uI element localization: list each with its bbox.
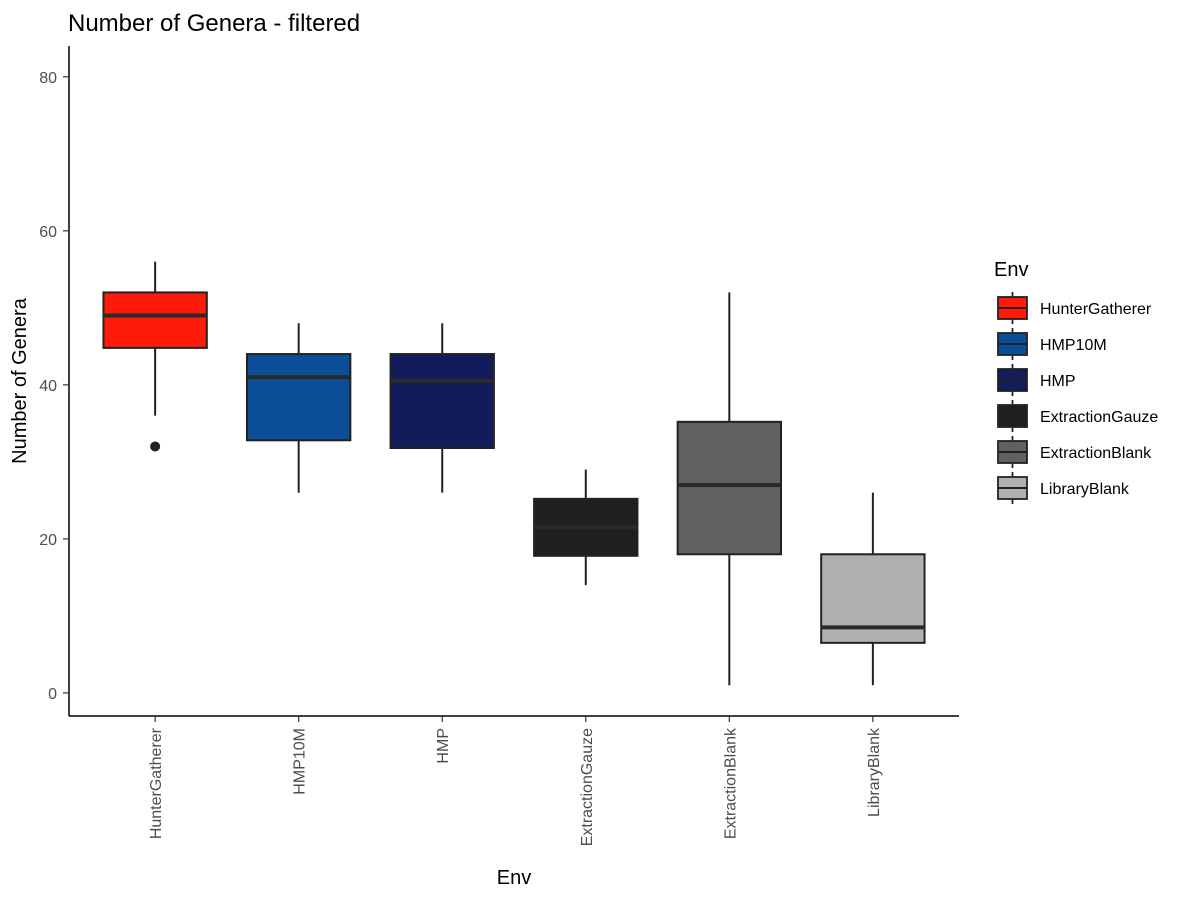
x-tick-label: HMP10M bbox=[292, 728, 309, 795]
legend-item-hmp10m: HMP10M bbox=[997, 328, 1107, 360]
legend-item-extractionblank: ExtractionBlank bbox=[997, 436, 1152, 468]
box-rect bbox=[246, 353, 352, 442]
y-axis-ticks: 0 20 40 60 80 bbox=[39, 70, 69, 703]
y-tick-label: 40 bbox=[39, 378, 57, 395]
x-tick-label: ExtractionBlank bbox=[722, 727, 739, 839]
legend-item-extractiongauze: ExtractionGauze bbox=[997, 400, 1158, 432]
legend: Env HunterGatherer HMP10M HMP ExtractionGau… bbox=[994, 259, 1158, 504]
y-axis-title: Number of Genera bbox=[9, 297, 31, 464]
plot-area: 0 20 40 60 80 HunterGatherer HMP10M HMP Extract… bbox=[39, 46, 959, 846]
y-tick-label: 20 bbox=[39, 532, 57, 549]
box-hmp bbox=[389, 323, 495, 493]
legend-item-libraryblank: LibraryBlank bbox=[997, 472, 1130, 504]
legend-label: HunterGatherer bbox=[1040, 301, 1152, 318]
legend-title: Env bbox=[994, 259, 1028, 281]
legend-label: ExtractionBlank bbox=[1040, 445, 1152, 462]
legend-label: HMP10M bbox=[1040, 337, 1107, 354]
legend-label: LibraryBlank bbox=[1040, 481, 1130, 498]
x-tick-label: HMP bbox=[435, 728, 452, 764]
box-rect bbox=[820, 553, 926, 644]
legend-label: ExtractionGauze bbox=[1040, 409, 1158, 426]
chart-title: Number of Genera - filtered bbox=[68, 10, 360, 37]
legend-label: HMP bbox=[1040, 373, 1076, 390]
box-rect bbox=[676, 420, 782, 556]
x-axis-ticks: HunterGatherer HMP10M HMP ExtractionGauze Ex… bbox=[148, 716, 883, 846]
y-tick-label: 80 bbox=[39, 70, 57, 87]
box-rect bbox=[102, 291, 208, 349]
box-libraryblank bbox=[820, 492, 926, 686]
box-huntergatherer bbox=[102, 261, 208, 452]
y-tick-label: 0 bbox=[48, 686, 57, 703]
outlier-point bbox=[150, 441, 161, 452]
legend-items: HunterGatherer HMP10M HMP ExtractionGauze Ex… bbox=[997, 292, 1158, 504]
x-tick-label: HunterGatherer bbox=[148, 727, 165, 839]
box-rect bbox=[389, 353, 495, 450]
legend-item-huntergatherer: HunterGatherer bbox=[997, 292, 1152, 324]
box-extractionblank bbox=[676, 292, 782, 686]
x-tick-label: LibraryBlank bbox=[866, 727, 883, 817]
y-tick-label: 60 bbox=[39, 224, 57, 241]
boxes bbox=[102, 261, 926, 686]
x-tick-label: ExtractionGauze bbox=[579, 728, 596, 846]
legend-item-hmp: HMP bbox=[997, 364, 1076, 396]
x-axis-title: Env bbox=[497, 867, 531, 889]
box-extractiongauze bbox=[533, 469, 639, 586]
box-hmp10m bbox=[246, 323, 352, 493]
